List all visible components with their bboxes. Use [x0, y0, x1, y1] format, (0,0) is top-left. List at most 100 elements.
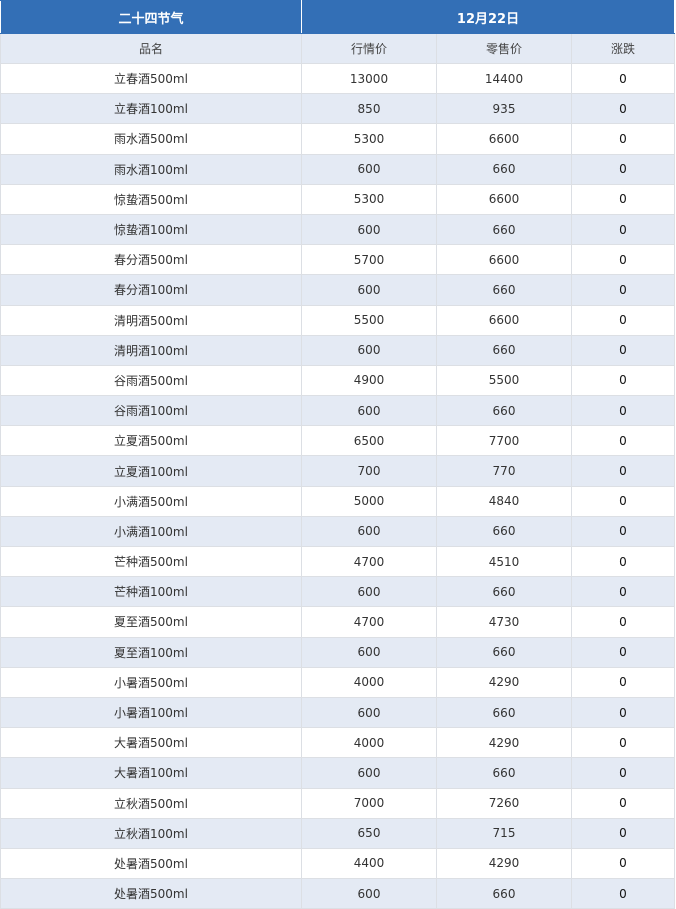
change-cell: 0: [571, 364, 675, 397]
retail-price-cell: 4290: [436, 847, 572, 880]
retail-price-cell: 4290: [436, 666, 572, 698]
table-row: 小满酒100ml 600 660 0: [0, 515, 675, 548]
change-cell: 0: [571, 395, 675, 427]
table-row: 小暑酒500ml 4000 4290 0: [0, 666, 675, 698]
retail-price-cell: 4730: [436, 606, 572, 638]
market-price-cell: 4700: [301, 606, 437, 638]
table-row: 小满酒500ml 5000 4840 0: [0, 485, 675, 517]
product-name-cell: 小暑酒100ml: [0, 696, 302, 729]
market-price-cell: 600: [301, 696, 437, 729]
market-price-cell: 600: [301, 274, 437, 306]
table-row: 立春酒100ml 850 935 0: [0, 93, 675, 125]
market-price-cell: 4000: [301, 666, 437, 698]
column-header-retail-price: 零售价: [436, 33, 572, 64]
table-row: 惊蛰酒500ml 5300 6600 0: [0, 183, 675, 215]
change-cell: 0: [571, 244, 675, 276]
retail-price-cell: 660: [436, 213, 572, 246]
product-name-cell: 春分酒500ml: [0, 244, 302, 276]
table-row: 芒种酒100ml 600 660 0: [0, 576, 675, 608]
column-header-name: 品名: [0, 33, 302, 64]
retail-price-cell: 660: [436, 395, 572, 427]
retail-price-cell: 6600: [436, 123, 572, 155]
retail-price-cell: 660: [436, 334, 572, 366]
retail-price-cell: 660: [436, 274, 572, 306]
change-cell: 0: [571, 757, 675, 789]
market-price-cell: 600: [301, 878, 437, 909]
table-row: 处暑酒500ml 4400 4290 0: [0, 847, 675, 880]
change-cell: 0: [571, 153, 675, 185]
table-row: 清明酒100ml 600 660 0: [0, 334, 675, 366]
product-name-cell: 芒种酒100ml: [0, 576, 302, 608]
market-price-cell: 650: [301, 817, 437, 849]
change-cell: 0: [571, 515, 675, 548]
product-name-cell: 大暑酒100ml: [0, 757, 302, 789]
product-name-cell: 立夏酒100ml: [0, 455, 302, 487]
market-price-cell: 600: [301, 515, 437, 548]
change-cell: 0: [571, 213, 675, 246]
market-price-cell: 6500: [301, 425, 437, 457]
retail-price-cell: 660: [436, 515, 572, 548]
market-price-cell: 5300: [301, 123, 437, 155]
product-name-cell: 夏至酒100ml: [0, 636, 302, 668]
change-cell: 0: [571, 878, 675, 909]
retail-price-cell: 935: [436, 93, 572, 125]
table-row: 立秋酒500ml 7000 7260 0: [0, 787, 675, 819]
change-cell: 0: [571, 545, 675, 578]
product-name-cell: 夏至酒500ml: [0, 606, 302, 638]
table-row: 大暑酒500ml 4000 4290 0: [0, 727, 675, 759]
market-price-cell: 600: [301, 153, 437, 185]
retail-price-cell: 660: [436, 757, 572, 789]
product-name-cell: 立秋酒500ml: [0, 787, 302, 819]
table-date: 12月22日: [301, 0, 675, 34]
market-price-cell: 4700: [301, 545, 437, 578]
change-cell: 0: [571, 334, 675, 366]
change-cell: 0: [571, 817, 675, 849]
retail-price-cell: 6600: [436, 244, 572, 276]
product-name-cell: 雨水酒100ml: [0, 153, 302, 185]
table-row: 夏至酒500ml 4700 4730 0: [0, 606, 675, 638]
table-row: 立夏酒500ml 6500 7700 0: [0, 425, 675, 457]
market-price-cell: 13000: [301, 62, 437, 95]
change-cell: 0: [571, 727, 675, 759]
market-price-cell: 4900: [301, 364, 437, 397]
product-name-cell: 处暑酒500ml: [0, 847, 302, 880]
retail-price-cell: 14400: [436, 62, 572, 95]
change-cell: 0: [571, 666, 675, 698]
change-cell: 0: [571, 485, 675, 517]
product-name-cell: 谷雨酒100ml: [0, 395, 302, 427]
market-price-cell: 600: [301, 757, 437, 789]
change-cell: 0: [571, 787, 675, 819]
change-cell: 0: [571, 93, 675, 125]
product-name-cell: 大暑酒500ml: [0, 727, 302, 759]
column-header-row: 品名 行情价 零售价 涨跌: [0, 33, 675, 64]
table-row: 春分酒500ml 5700 6600 0: [0, 244, 675, 276]
product-name-cell: 谷雨酒500ml: [0, 364, 302, 397]
change-cell: 0: [571, 183, 675, 215]
change-cell: 0: [571, 455, 675, 487]
table-row: 处暑酒500ml 600 660 0: [0, 878, 675, 909]
table-row: 谷雨酒500ml 4900 5500 0: [0, 364, 675, 397]
table-title: 二十四节气: [0, 0, 302, 34]
change-cell: 0: [571, 576, 675, 608]
retail-price-cell: 660: [436, 153, 572, 185]
market-price-cell: 700: [301, 455, 437, 487]
product-name-cell: 清明酒500ml: [0, 304, 302, 336]
retail-price-cell: 660: [436, 878, 572, 909]
market-price-cell: 600: [301, 636, 437, 668]
change-cell: 0: [571, 123, 675, 155]
retail-price-cell: 7260: [436, 787, 572, 819]
retail-price-cell: 7700: [436, 425, 572, 457]
change-cell: 0: [571, 606, 675, 638]
market-price-cell: 600: [301, 576, 437, 608]
table-row: 夏至酒100ml 600 660 0: [0, 636, 675, 668]
table-row: 芒种酒500ml 4700 4510 0: [0, 545, 675, 578]
change-cell: 0: [571, 696, 675, 729]
change-cell: 0: [571, 274, 675, 306]
product-name-cell: 芒种酒500ml: [0, 545, 302, 578]
change-cell: 0: [571, 62, 675, 95]
product-name-cell: 小满酒100ml: [0, 515, 302, 548]
table-row: 雨水酒100ml 600 660 0: [0, 153, 675, 185]
market-price-cell: 5300: [301, 183, 437, 215]
table-body: 立春酒500ml 13000 14400 0 立春酒100ml 850 935 0 雨水酒500…: [0, 62, 675, 909]
